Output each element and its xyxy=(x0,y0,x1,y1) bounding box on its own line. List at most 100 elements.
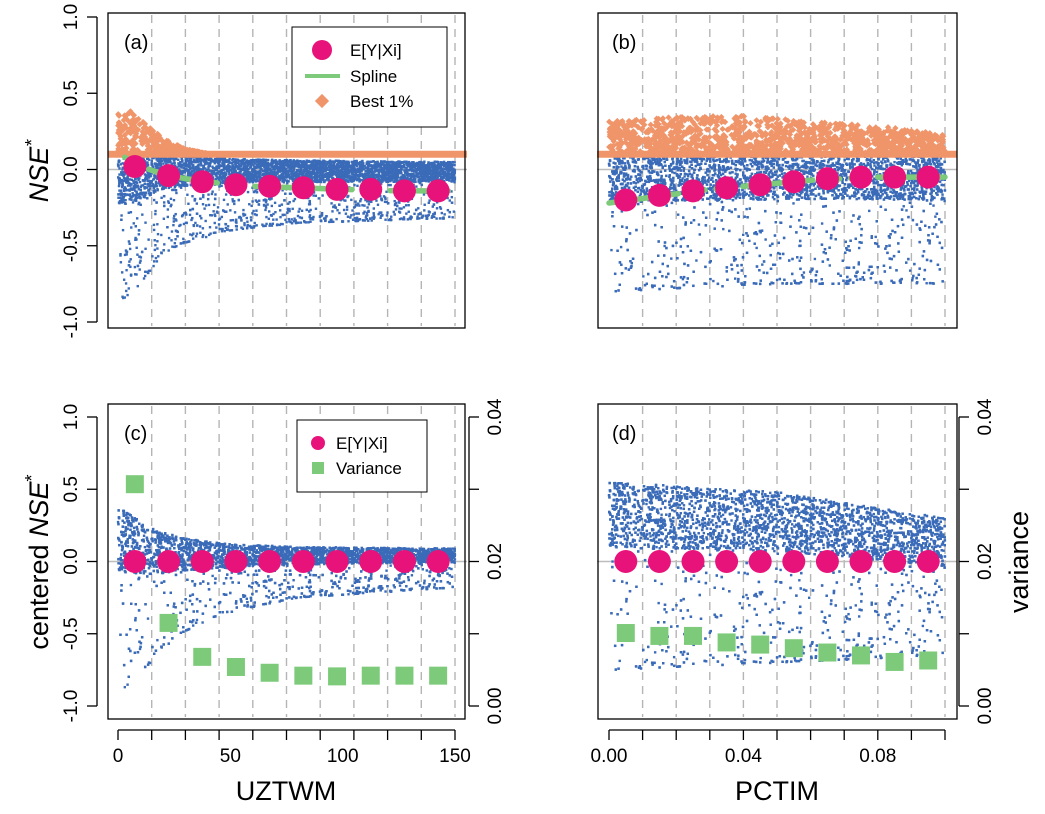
scatter-point xyxy=(119,163,123,166)
scatter-point xyxy=(297,172,300,176)
scatter-point xyxy=(259,167,263,170)
scatter-point xyxy=(346,170,350,174)
scatter-point xyxy=(125,289,128,293)
scatter-point xyxy=(445,166,448,169)
scatter-point xyxy=(382,163,386,167)
scatter-point xyxy=(218,161,221,164)
scatter-point xyxy=(390,168,394,171)
scatter-point xyxy=(373,170,376,173)
scatter-point xyxy=(221,176,225,179)
scatter-point xyxy=(163,204,166,208)
scatter-point xyxy=(170,239,173,242)
scatter-point xyxy=(240,161,243,164)
scatter-point xyxy=(293,172,296,175)
scatter-point xyxy=(233,169,236,173)
scatter-point xyxy=(294,219,297,222)
scatter-point xyxy=(415,164,418,167)
scatter-point xyxy=(222,166,225,169)
scatter-point xyxy=(310,177,314,180)
scatter-point xyxy=(346,195,349,199)
scatter-point xyxy=(162,201,166,204)
scatter-point xyxy=(226,225,230,228)
scatter-point xyxy=(331,164,334,167)
scatter-point xyxy=(446,172,449,175)
scatter-point xyxy=(191,216,194,220)
scatter-point xyxy=(395,201,398,205)
scatter-point xyxy=(327,175,331,179)
scatter-point xyxy=(314,207,318,210)
scatter-point xyxy=(434,177,437,181)
scatter-point xyxy=(214,193,217,196)
scatter-point xyxy=(438,205,442,209)
scatter-point xyxy=(302,220,306,223)
scatter-point xyxy=(205,168,208,172)
scatter-point xyxy=(156,247,159,250)
scatter-point xyxy=(162,249,165,252)
scatter-point xyxy=(405,169,408,172)
scatter-point xyxy=(354,160,357,163)
scatter-point xyxy=(273,174,276,177)
scatter-point xyxy=(227,167,230,171)
scatter-point xyxy=(217,166,221,169)
scatter-point xyxy=(350,160,353,164)
scatter-point xyxy=(428,179,431,182)
scatter-point xyxy=(154,212,157,216)
scatter-point xyxy=(126,293,129,297)
scatter-point xyxy=(276,160,279,163)
scatter-point xyxy=(216,161,220,165)
scatter-point xyxy=(270,204,274,208)
scatter-point xyxy=(157,180,161,184)
scatter-point xyxy=(425,215,428,218)
scatter-point xyxy=(372,217,375,220)
scatter-point xyxy=(333,160,337,164)
scatter-point xyxy=(371,167,374,170)
scatter-point xyxy=(338,174,342,178)
scatter-point xyxy=(257,163,261,166)
scatter-point xyxy=(385,190,388,193)
scatter-point xyxy=(405,173,408,177)
scatter-point xyxy=(120,200,123,203)
scatter-point xyxy=(435,207,439,210)
scatter-point xyxy=(311,162,315,165)
scatter-point xyxy=(127,264,131,267)
scatter-point xyxy=(351,172,354,176)
scatter-point xyxy=(191,207,195,211)
scatter-point xyxy=(246,220,249,223)
scatter-point xyxy=(360,163,364,166)
scatter-point xyxy=(443,164,446,168)
scatter-point xyxy=(292,169,295,173)
scatter-point xyxy=(142,277,146,280)
scatter-point xyxy=(331,176,335,180)
scatter-point xyxy=(407,210,410,213)
scatter-point xyxy=(251,167,254,171)
scatter-point xyxy=(125,250,128,254)
scatter-point xyxy=(237,160,241,163)
scatter-point xyxy=(210,172,213,175)
scatter-point xyxy=(296,214,300,218)
scatter-point xyxy=(221,172,224,175)
scatter-point xyxy=(394,208,398,211)
scatter-point xyxy=(215,165,218,168)
scatter-point xyxy=(145,177,149,181)
scatter-point xyxy=(432,165,436,168)
scatter-point xyxy=(376,164,379,167)
scatter-point xyxy=(170,203,173,207)
scatter-point xyxy=(202,165,206,168)
scatter-point xyxy=(285,220,288,224)
scatter-point xyxy=(184,161,188,164)
scatter-point xyxy=(422,165,425,169)
scatter-point xyxy=(249,216,253,219)
scatter-point xyxy=(444,167,447,171)
scatter-point xyxy=(134,238,137,242)
scatter-point xyxy=(288,201,291,204)
scatter-point xyxy=(273,170,276,173)
scatter-point xyxy=(355,164,359,167)
scatter-point xyxy=(285,160,288,163)
scatter-point xyxy=(446,167,449,170)
scatter-point xyxy=(433,211,436,215)
scatter-point xyxy=(305,160,308,163)
scatter-point xyxy=(345,165,349,169)
scatter-point xyxy=(215,168,219,172)
scatter-point xyxy=(297,210,300,213)
scatter-point xyxy=(154,243,157,247)
